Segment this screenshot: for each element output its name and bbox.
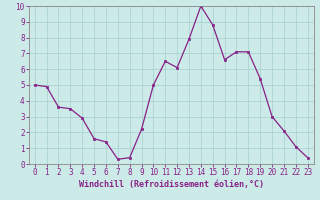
X-axis label: Windchill (Refroidissement éolien,°C): Windchill (Refroidissement éolien,°C) — [79, 180, 264, 189]
